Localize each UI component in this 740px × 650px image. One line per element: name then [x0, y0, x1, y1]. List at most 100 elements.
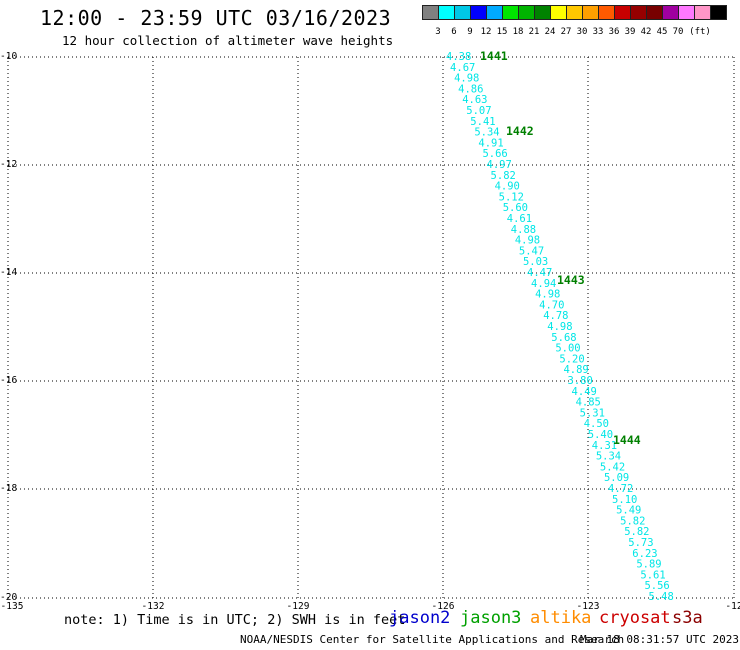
wave-height-value: 4.86 — [458, 83, 483, 95]
wave-height-value: 5.41 — [470, 116, 495, 128]
map-grid — [7, 56, 735, 599]
wave-height-value: 5.31 — [580, 407, 605, 419]
wave-height-value: 5.49 — [616, 505, 641, 517]
wave-height-value: 4.98 — [547, 321, 572, 333]
wave-height-value: 5.48 — [649, 591, 674, 603]
lat-tick-label: -20 — [0, 592, 18, 603]
lat-tick-label: -12 — [0, 159, 18, 170]
pass-number-label: 1442 — [506, 124, 534, 138]
wave-height-value: 4.90 — [495, 181, 520, 193]
wave-height-value: 4.49 — [572, 386, 597, 398]
wave-height-value: 5.73 — [628, 537, 653, 549]
page-subtitle: 12 hour collection of altimeter wave hei… — [62, 33, 394, 48]
color-swatch — [710, 5, 727, 20]
wave-height-value: 4.78 — [543, 310, 568, 322]
color-legend-label: 21 — [528, 27, 540, 37]
pass-number-label: 1441 — [480, 49, 508, 63]
wave-height-value: 5.66 — [482, 148, 507, 160]
color-legend: 3 6 9 12 15 18 21 24 27 30 33 36 39 42 45 70 (ft) — [422, 5, 727, 37]
wave-height-value: 4.98 — [535, 289, 560, 301]
wave-height-value: 4.91 — [478, 137, 503, 149]
wave-height-value: 4.31 — [592, 440, 617, 452]
wave-height-value: 4.38 — [446, 51, 471, 63]
color-legend-label: 36 — [608, 27, 620, 37]
wave-height-value: 5.82 — [491, 170, 516, 182]
wave-height-value: 3.80 — [568, 375, 593, 387]
lon-tick-label: -12 — [725, 601, 740, 612]
wave-height-track: 4.384.674.984.864.635.075.415.344.915.66… — [446, 49, 674, 603]
satellite-jason3: jason3 — [460, 608, 522, 628]
color-legend-label: 12 — [480, 27, 492, 37]
wave-height-value: 4.94 — [531, 278, 556, 290]
wave-height-value: 5.42 — [600, 461, 625, 473]
wave-height-value: 5.09 — [604, 472, 629, 484]
pass-number-label: 1444 — [613, 433, 641, 447]
color-legend-label: 27 — [560, 27, 572, 37]
wave-height-value: 5.47 — [519, 245, 544, 257]
satellite-jason2: jason2 — [389, 608, 451, 628]
wave-height-value: 4.67 — [450, 62, 475, 74]
wave-height-value: 5.56 — [644, 580, 669, 592]
color-legend-label: 30 — [576, 27, 588, 37]
lat-tick-label: -16 — [0, 375, 18, 386]
lat-tick-label: -18 — [0, 483, 18, 494]
footnote: note: 1) Time is in UTC; 2) SWH is in fe… — [64, 612, 406, 628]
lon-tick-label: -135 — [0, 601, 24, 612]
wave-height-value: 6.23 — [632, 548, 657, 560]
color-legend-labels: 3 6 9 12 15 18 21 24 27 30 33 36 39 42 45 70 (ft) — [422, 27, 740, 39]
wave-height-value: 5.03 — [523, 256, 548, 268]
color-legend-label: 33 — [592, 27, 604, 37]
color-legend-label: 9 — [467, 27, 473, 37]
wave-height-value: 5.68 — [551, 332, 576, 344]
wave-height-value: 5.89 — [636, 559, 661, 571]
color-legend-label: 24 — [544, 27, 556, 37]
color-legend-label: 3 — [435, 27, 441, 37]
wave-height-value: 4.98 — [454, 73, 479, 85]
wave-height-value: 5.20 — [559, 353, 584, 365]
wave-height-value: 4.98 — [515, 235, 540, 247]
wave-height-value: 4.97 — [487, 159, 512, 171]
footer-credit: NOAA/NESDIS Center for Satellite Applica… — [240, 633, 625, 646]
wave-height-value: 5.34 — [474, 127, 499, 139]
page-title: 12:00 - 23:59 UTC 03/16/2023 — [40, 6, 392, 30]
wave-height-value: 5.12 — [499, 191, 524, 203]
wave-height-value: 5.82 — [620, 515, 645, 527]
wave-height-value: 5.34 — [596, 451, 621, 463]
satellite-s3a: s3a — [672, 608, 703, 628]
color-legend-label: 42 — [640, 27, 652, 37]
lat-tick-label: -14 — [0, 267, 18, 278]
wave-height-value: 4.47 — [527, 267, 552, 279]
wave-height-value: 4.70 — [539, 299, 564, 311]
lon-tick-label: -132 — [141, 601, 165, 612]
pass-number-label: 1443 — [557, 273, 585, 287]
color-legend-label: 70 — [672, 27, 684, 37]
color-legend-label: 18 — [512, 27, 524, 37]
wave-height-value: 5.00 — [555, 343, 580, 355]
color-legend-label: 15 — [496, 27, 508, 37]
wave-height-value: 5.82 — [624, 526, 649, 538]
wave-height-value: 4.50 — [584, 418, 609, 430]
satellite-cryosat: cryosat — [599, 608, 671, 628]
wave-height-value: 5.07 — [466, 105, 491, 117]
color-legend-label: 45 — [656, 27, 668, 37]
lon-tick-label: -123 — [576, 601, 600, 612]
wave-height-value: 4.72 — [608, 483, 633, 495]
wave-height-value: 4.88 — [511, 224, 536, 236]
lat-tick-label: -10 — [0, 51, 18, 62]
wave-height-value: 4.85 — [576, 397, 601, 409]
lon-tick-label: -129 — [286, 601, 310, 612]
satellite-altika: altika — [530, 608, 592, 628]
color-legend-label: (ft) — [689, 27, 711, 37]
wave-height-value: 5.40 — [588, 429, 613, 441]
wave-height-value: 5.10 — [612, 494, 637, 506]
lon-tick-label: -126 — [431, 601, 455, 612]
color-legend-label: 6 — [451, 27, 457, 37]
color-legend-label: 39 — [624, 27, 636, 37]
wave-height-value: 5.61 — [640, 569, 665, 581]
wave-height-value: 4.89 — [563, 364, 588, 376]
footer-timestamp: Mar 18 08:31:57 UTC 2023 — [580, 633, 739, 646]
wave-height-value: 4.61 — [507, 213, 532, 225]
wave-height-value: 5.60 — [503, 202, 528, 214]
wave-height-value: 4.63 — [462, 94, 487, 106]
